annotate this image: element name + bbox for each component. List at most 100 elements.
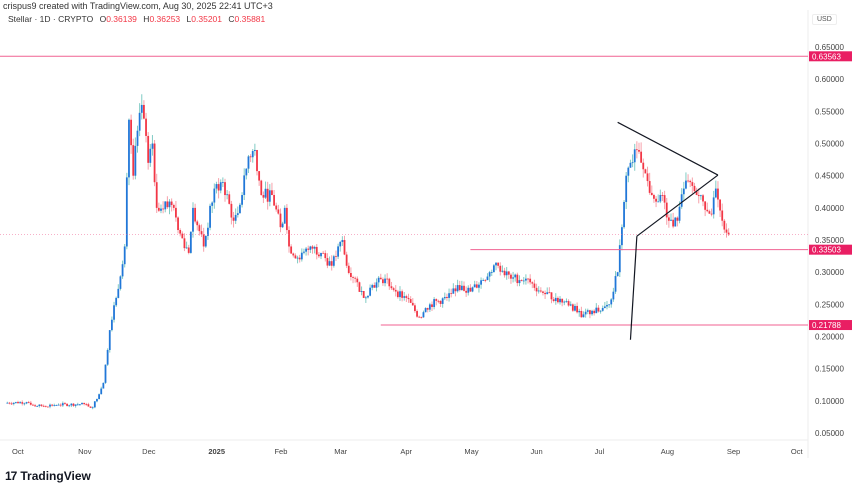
- candle-down: [635, 149, 638, 151]
- candle-up: [612, 291, 615, 300]
- candle-down: [249, 156, 252, 158]
- candle-up: [616, 272, 619, 277]
- brand-name: TradingView: [20, 469, 91, 483]
- candle-down: [420, 317, 423, 319]
- high-label: H: [143, 14, 150, 24]
- candle-down: [695, 191, 698, 196]
- candle-up: [192, 207, 194, 232]
- candle-down: [407, 297, 410, 300]
- candle-up: [618, 245, 621, 273]
- candle-down: [503, 270, 506, 276]
- candle-up: [128, 119, 130, 178]
- candle-down: [665, 202, 668, 218]
- candle-up: [443, 296, 446, 299]
- candle-down: [388, 278, 391, 287]
- candle-down: [294, 255, 297, 259]
- candle-up: [234, 214, 237, 221]
- candle-down: [330, 261, 333, 266]
- candle-down: [727, 232, 730, 235]
- candle-down: [527, 278, 529, 280]
- candle-up: [164, 201, 167, 210]
- candle-up: [303, 251, 305, 253]
- candle-up: [209, 205, 211, 228]
- high-value: 0.36253: [149, 14, 181, 24]
- candle-up: [448, 293, 450, 298]
- candle-down: [285, 207, 288, 231]
- candle-down: [687, 180, 689, 182]
- candle-down: [719, 199, 721, 211]
- candle-up: [631, 162, 634, 164]
- candle-down: [405, 296, 408, 298]
- candle-down: [580, 310, 583, 318]
- candle-up: [219, 182, 222, 191]
- candle-up: [211, 202, 214, 206]
- candle-up: [136, 130, 139, 146]
- open-value: 0.36139: [106, 14, 137, 24]
- candle-up: [108, 330, 111, 350]
- trendline: [629, 236, 638, 340]
- candle-down: [324, 253, 327, 259]
- candle-down: [450, 293, 453, 295]
- candle-down: [529, 278, 532, 283]
- candle-up: [81, 402, 83, 405]
- candle-down: [362, 290, 365, 298]
- candle-down: [343, 240, 346, 255]
- candle-down: [42, 405, 45, 407]
- candle-up: [305, 248, 307, 252]
- candle-up: [699, 195, 702, 197]
- candle-up: [512, 277, 514, 279]
- candle-down: [535, 287, 538, 292]
- candle-up: [554, 297, 557, 302]
- candle-up: [91, 407, 94, 409]
- candle-down: [497, 262, 500, 266]
- candle-down: [386, 278, 389, 280]
- symbol-name[interactable]: Stellar · 1D · CRYPTO: [8, 14, 94, 24]
- candle-up: [501, 270, 504, 272]
- tradingview-logo: 17 TradingView: [5, 469, 91, 483]
- candle-down: [542, 291, 544, 293]
- candle-up: [115, 297, 118, 306]
- candle-down: [17, 401, 19, 404]
- candle-down: [458, 285, 461, 291]
- candle-up: [106, 349, 109, 365]
- candle-down: [166, 201, 169, 208]
- candle-down: [510, 274, 512, 279]
- candle-up: [578, 310, 581, 313]
- candle-down: [72, 403, 75, 406]
- candle-up: [712, 197, 715, 215]
- candle-up: [138, 112, 141, 131]
- candle-down: [414, 305, 416, 312]
- level-price-tag: [809, 244, 852, 255]
- candle-up: [134, 145, 137, 176]
- candle-up: [241, 195, 243, 205]
- candle-up: [25, 402, 28, 404]
- candle-down: [34, 405, 36, 407]
- candle-up: [369, 287, 372, 296]
- candle-down: [463, 285, 465, 291]
- candle-down: [484, 280, 487, 281]
- candle-down: [85, 404, 88, 405]
- currency-label[interactable]: USD: [812, 14, 837, 25]
- candle-up: [367, 295, 369, 298]
- candle-up: [215, 184, 218, 189]
- candle-up: [117, 288, 120, 298]
- candle-up: [337, 246, 339, 257]
- candle-down: [181, 233, 184, 239]
- candle-up: [309, 246, 312, 250]
- candle-up: [283, 207, 286, 224]
- candle-down: [704, 201, 707, 210]
- candle-down: [539, 290, 542, 292]
- candle-up: [486, 276, 489, 281]
- candle-down: [298, 257, 301, 260]
- candle-up: [57, 404, 60, 406]
- candle-up: [36, 406, 39, 407]
- candle-up: [518, 280, 521, 284]
- candle-down: [175, 207, 177, 218]
- price-chart[interactable]: 0.65000 0.60000 0.55000 0.50000 0.45000 0.400…: [0, 0, 860, 468]
- candle-up: [714, 188, 717, 198]
- candle-up: [456, 285, 459, 292]
- candle-up: [14, 401, 17, 403]
- candle-down: [550, 292, 553, 300]
- candle-down: [32, 404, 34, 406]
- candle-down: [426, 308, 429, 310]
